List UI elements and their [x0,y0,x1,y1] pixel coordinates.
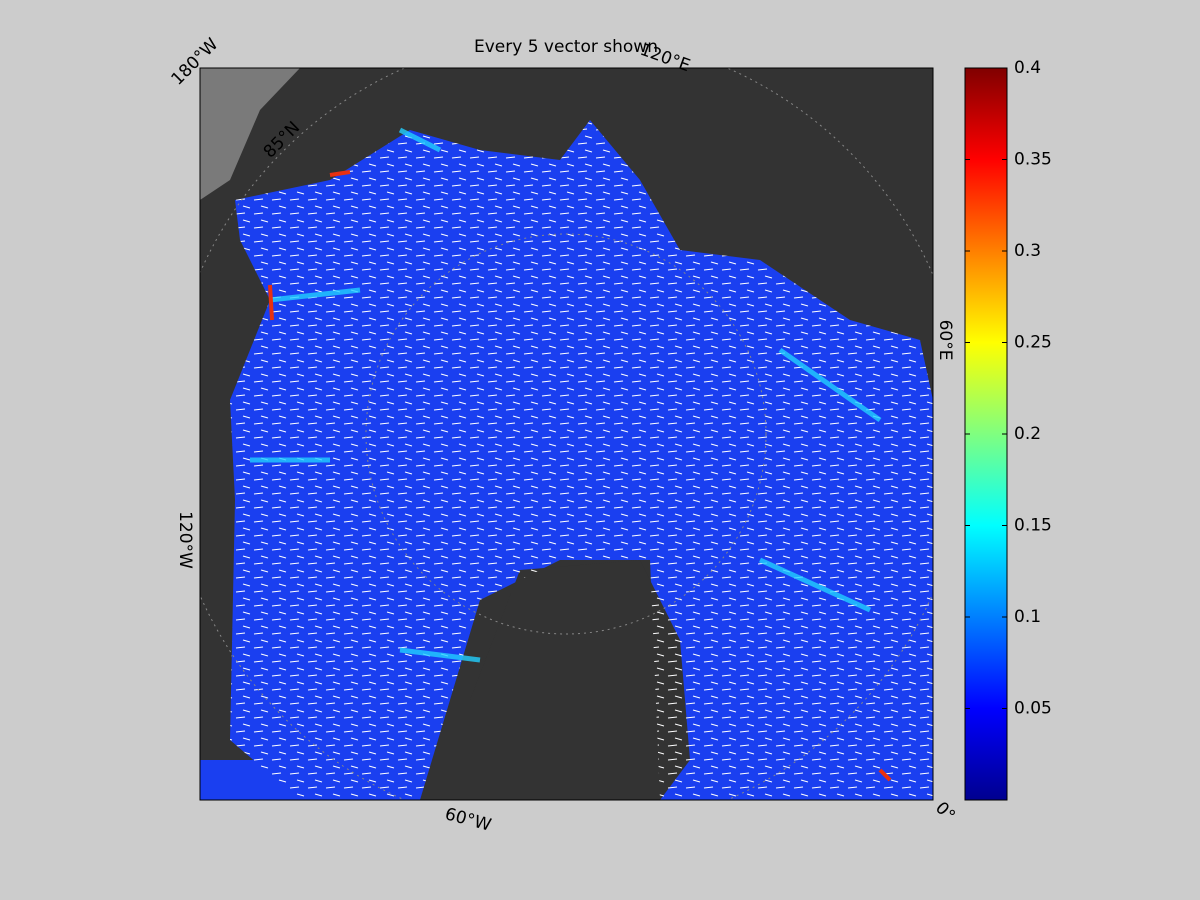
colorbar-tick-label: 0.05 [1014,699,1052,719]
colorbar-tick-label: 0.2 [1014,424,1041,444]
map-title: Every 5 vector shown [474,37,658,57]
grid-label: 60°W [443,804,494,836]
colorbar-tick-label: 0.4 [1014,58,1041,78]
colorbar-tick-label: 0.35 [1014,150,1052,170]
map-frame [199,67,934,801]
grid-label: 60°E [935,320,955,361]
colorbar [964,67,1008,801]
colorbar-tick-label: 0.3 [1014,241,1041,261]
fast-current [268,170,892,782]
colorbar-tick-label: 0.25 [1014,333,1052,353]
land-light [200,68,300,200]
fast-current [250,127,882,663]
grid-label: 120°W [175,511,195,569]
colorbar-tick-label: 0.1 [1014,607,1041,627]
grid-label: 0° [931,798,959,826]
graticule [365,233,767,635]
vectors [230,120,933,800]
colorbar-tick-label: 0.15 [1014,516,1052,536]
map [200,68,933,800]
greenland [470,560,690,800]
